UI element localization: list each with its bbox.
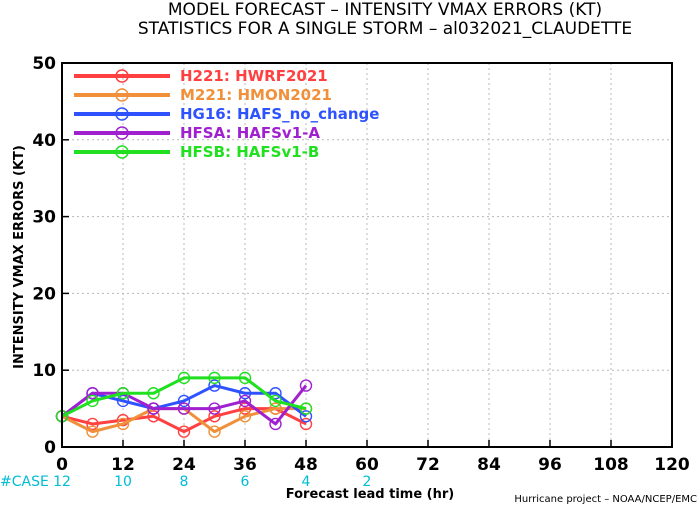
case-count: 12 [53,474,71,490]
case-count: 8 [180,474,189,490]
chart-subtitle: STATISTICS FOR A SINGLE STORM – al032021… [138,19,632,39]
chart-title: MODEL FORECAST – INTENSITY VMAX ERRORS (… [168,0,602,20]
data-point [299,410,313,423]
y-tick-label: 30 [32,208,56,228]
data-point [177,402,191,415]
x-tick-label: 96 [538,455,562,475]
axis-ticks: 0 12 24 36 48 60 72 84 96 108 120 0 10 20 30 40 50 [32,54,690,475]
series-line-0 [61,407,307,434]
x-tick-label: 48 [294,455,318,475]
data-point [177,425,191,438]
legend-marker-2 [115,107,129,121]
x-tick-label: 24 [172,455,196,475]
case-count: 2 [363,474,372,490]
data-point [177,371,191,385]
data-point [299,402,313,415]
x-tick-label: 72 [416,455,440,475]
legend-label-1: M221: HMON2021 [180,86,332,104]
case-count: 4 [302,474,311,490]
legend-label-3: HFSA: HAFSv1-A [180,124,320,142]
data-point [269,402,282,415]
data-point [208,425,221,438]
case-count: 6 [241,474,250,490]
data-point [299,417,313,431]
data-point [269,387,282,400]
data-point [147,410,160,423]
data-point [269,417,282,431]
data-point [116,394,130,408]
legend-marker-1 [115,88,129,102]
data-point [208,402,221,415]
data-point [269,394,282,408]
data-point [238,402,252,415]
data-point [208,410,221,423]
x-tick-label: 120 [654,455,690,475]
legend-label-4: HFSB: HAFSv1-B [180,143,319,161]
data-point [238,410,252,423]
data-point [208,379,221,392]
series-line-3 [61,384,308,426]
data-point [238,387,252,400]
credit-text: Hurricane project – NOAA/NCEP/EMC [514,494,697,505]
legend-marker-0 [115,69,129,83]
data-point [86,425,99,438]
y-axis-label: INTENSITY VMAX ERRORS (KT) [12,145,27,369]
data-point [86,387,99,400]
y-tick-label: 20 [32,284,56,304]
data-point [208,371,221,385]
case-count: 10 [114,474,132,490]
case-label: #CASE [0,474,49,490]
series-line-4 [61,376,307,418]
legend-marker-3 [115,126,129,140]
x-tick-label: 12 [111,455,135,475]
x-tick-label: 36 [233,455,257,475]
data-point [116,417,130,431]
data-point [238,394,252,408]
data-point [116,387,130,400]
series-lines [55,371,313,438]
x-tick-label: 108 [593,455,629,475]
legend-label-0: H221: HWRF2021 [180,67,328,85]
data-point [299,379,313,392]
y-tick-label: 50 [32,54,56,74]
y-tick-label: 10 [32,361,56,381]
x-tick-label: 60 [355,455,379,475]
x-tick-label: 84 [477,455,501,475]
case-counts: #CASE 12 10 8 6 4 2 [0,474,371,490]
x-axis-label: Forecast lead time (hr) [286,487,454,502]
data-point [86,394,99,408]
data-point [86,417,99,431]
legend-marker-4 [115,145,129,159]
data-point [147,387,160,400]
x-tick-label: 0 [56,455,68,475]
y-tick-label: 40 [32,131,56,151]
data-point [147,402,160,415]
y-tick-label: 0 [44,438,56,458]
legend-label-2: HG16: HAFS_no_change [180,105,379,123]
data-point [177,394,191,408]
data-point [238,371,252,385]
